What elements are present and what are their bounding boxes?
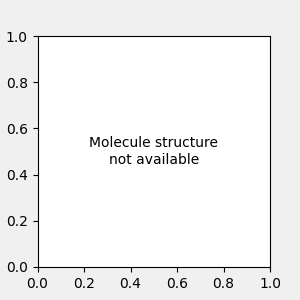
Text: Molecule structure
not available: Molecule structure not available	[89, 136, 218, 166]
